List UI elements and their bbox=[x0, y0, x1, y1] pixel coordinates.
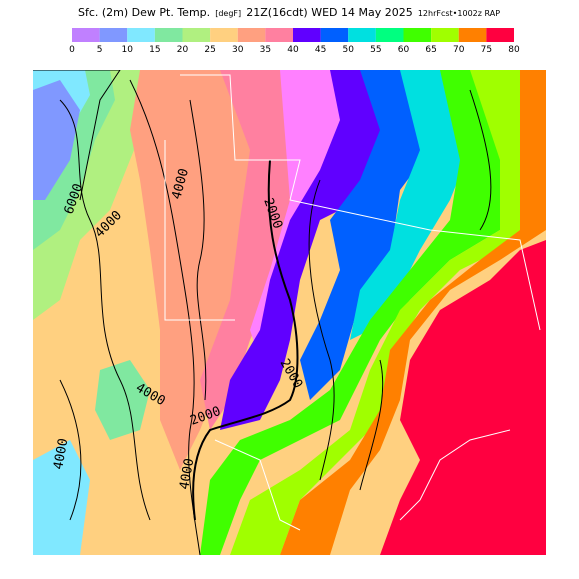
contour bbox=[59, 379, 82, 521]
colorbar-swatch bbox=[99, 28, 128, 42]
colorbar-swatch bbox=[72, 28, 100, 42]
field-60 bbox=[200, 70, 500, 555]
title-units: [degF] bbox=[215, 9, 241, 18]
colorbar-label: 80 bbox=[508, 45, 520, 55]
coastline bbox=[399, 429, 511, 521]
colorbar-swatch bbox=[375, 28, 404, 42]
contour bbox=[359, 359, 384, 491]
field-15b bbox=[95, 360, 150, 440]
title: Sfc. (2m) Dew Pt. Temp. [degF] 21Z(16cdt… bbox=[78, 1, 500, 20]
field-45 bbox=[300, 70, 430, 400]
colorbar-swatch bbox=[237, 28, 266, 42]
state-boundary bbox=[180, 74, 541, 331]
colorbar-swatch bbox=[182, 28, 211, 42]
contour bbox=[33, 70, 121, 201]
colorbar-swatch bbox=[431, 28, 459, 42]
colorbar-label: 35 bbox=[260, 45, 271, 55]
title-valid: 21Z(16cdt) WED 14 May 2025 bbox=[246, 6, 412, 19]
colorbar-label: 10 bbox=[122, 45, 134, 55]
colorbar-label: 45 bbox=[315, 45, 326, 55]
field-75 bbox=[380, 240, 546, 555]
colorbar-swatch bbox=[210, 28, 238, 42]
colorbar-label: 50 bbox=[343, 45, 355, 55]
contour bbox=[129, 79, 201, 555]
map: 6000 4000 4000 2000 2000 4000 2000 4000 … bbox=[33, 70, 546, 555]
contour-label: 4000 bbox=[51, 437, 71, 470]
colorbar-label: 5 bbox=[97, 45, 103, 55]
colorbar-swatch bbox=[127, 28, 155, 42]
contour-2000 bbox=[192, 159, 299, 521]
contour-label: 4000 bbox=[177, 457, 197, 490]
field-70 bbox=[280, 70, 546, 555]
field-40 bbox=[220, 70, 400, 430]
contour bbox=[308, 179, 335, 481]
field-65 bbox=[230, 70, 546, 555]
border bbox=[214, 439, 301, 531]
contour bbox=[189, 99, 207, 401]
colorbar-label: 30 bbox=[232, 45, 244, 55]
colorbar-label: 75 bbox=[481, 45, 492, 55]
colorbar-label: 60 bbox=[398, 45, 410, 55]
colorbar-label: 25 bbox=[204, 45, 215, 55]
colorbar-label: 40 bbox=[287, 45, 299, 55]
colorbar-swatch bbox=[265, 28, 293, 42]
colorbar-label: 70 bbox=[453, 45, 465, 55]
colorbar-swatch bbox=[348, 28, 376, 42]
colorbar: 0 5 10 15 20 25 30 35 40 45 50 55 60 65 70 75 80 bbox=[69, 28, 520, 55]
colorbar-swatch bbox=[486, 28, 514, 42]
colorbar-swatch bbox=[403, 28, 432, 42]
colorbar-swatch bbox=[154, 28, 183, 42]
colorbar-swatch bbox=[293, 28, 321, 42]
field-50 bbox=[350, 70, 470, 340]
state-boundary bbox=[164, 140, 235, 321]
colorbar-label: 55 bbox=[370, 45, 381, 55]
colorbar-swatch bbox=[458, 28, 487, 42]
field-10b bbox=[33, 440, 90, 555]
colorbar-label: 65 bbox=[425, 45, 436, 55]
colorbar-swatch bbox=[320, 28, 349, 42]
colorbar-label: 0 bbox=[69, 45, 75, 55]
title-model: 12hrFcst•1002z RAP bbox=[418, 9, 500, 18]
contour bbox=[469, 89, 492, 231]
colorbar-label: 20 bbox=[177, 45, 189, 55]
title-product: Sfc. (2m) Dew Pt. Temp. bbox=[78, 6, 210, 19]
contour bbox=[59, 99, 151, 521]
colorbar-label: 15 bbox=[149, 45, 160, 55]
